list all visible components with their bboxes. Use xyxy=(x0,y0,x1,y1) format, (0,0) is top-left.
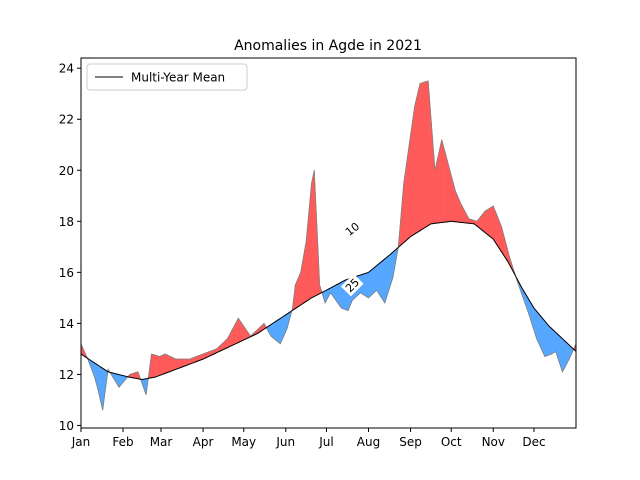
x-tick-label: Nov xyxy=(482,435,505,449)
x-tick-label: Jun xyxy=(275,435,295,449)
y-tick-label: 10 xyxy=(59,419,74,433)
x-tick-label: May xyxy=(231,435,256,449)
y-tick-label: 18 xyxy=(59,215,74,229)
y-tick-label: 22 xyxy=(59,113,74,127)
observed-line xyxy=(81,80,576,411)
y-tick-label: 12 xyxy=(59,368,74,382)
x-tick-label: Sep xyxy=(399,435,422,449)
y-tick-label: 14 xyxy=(59,317,74,331)
anomaly-fills xyxy=(81,80,576,411)
x-axis: Jan Feb Mar Apr May Jun Jul Aug Sep Oct Nov Dec xyxy=(71,428,546,449)
x-tick-label: Oct xyxy=(441,435,462,449)
y-tick-label: 16 xyxy=(59,266,74,280)
legend-label-mean: Multi-Year Mean xyxy=(131,71,225,85)
x-tick-label: Jan xyxy=(71,435,91,449)
chart-title: Anomalies in Agde in 2021 xyxy=(234,38,422,54)
x-tick-label: Feb xyxy=(112,435,133,449)
x-tick-label: Aug xyxy=(357,435,380,449)
y-axis: 10 12 14 16 18 20 22 24 xyxy=(59,62,81,433)
annotation-label: 10 xyxy=(340,217,364,241)
annotation-text: 10 xyxy=(343,220,362,239)
legend-box xyxy=(86,63,248,91)
x-tick-label: Dec xyxy=(522,435,545,449)
multi-year-mean-line xyxy=(81,220,576,381)
y-tick-label: 24 xyxy=(59,62,74,76)
x-tick-label: Mar xyxy=(150,435,173,449)
legend: Multi-Year Mean xyxy=(86,63,248,91)
x-tick-label: Apr xyxy=(193,435,214,449)
plot-frame xyxy=(80,57,577,429)
y-tick-label: 20 xyxy=(59,164,74,178)
x-tick-label: Jul xyxy=(318,435,333,449)
